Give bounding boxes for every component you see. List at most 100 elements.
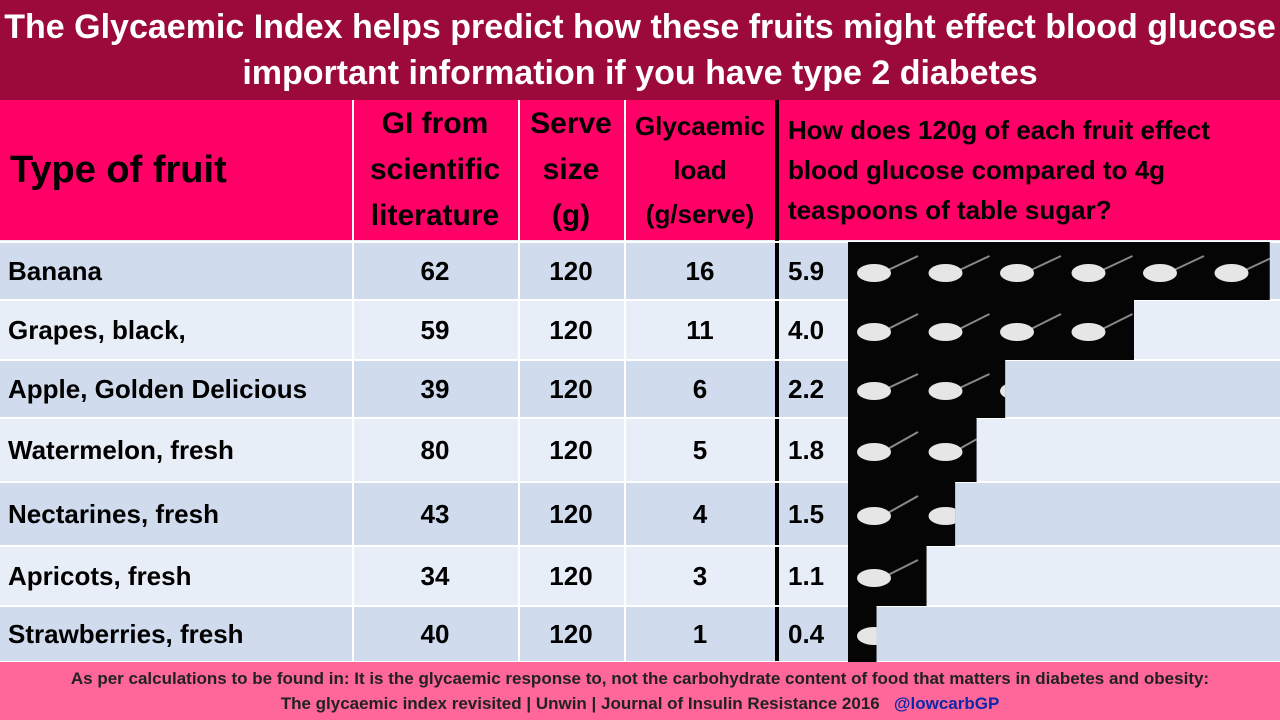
cell-value: 11	[686, 314, 714, 345]
sugar	[928, 382, 963, 400]
sugar	[1214, 264, 1249, 282]
sugar	[928, 323, 963, 341]
row-bg	[0, 418, 1280, 482]
cell-value: 120	[549, 434, 593, 465]
sugar	[857, 569, 891, 587]
spoon-handle	[1028, 313, 1062, 331]
cell-value: 39	[420, 373, 450, 404]
fruit-name: Strawberries, fresh	[8, 618, 244, 649]
row-bg	[0, 360, 1280, 418]
cell-value: 2.2	[788, 373, 825, 404]
fruit-name: Apple, Golden Delicious	[8, 373, 308, 404]
sugar	[928, 507, 956, 525]
spoon-handle	[1029, 374, 1061, 389]
cell-value: 120	[549, 498, 593, 529]
spoon-handle	[885, 255, 919, 272]
cell-value: 120	[549, 373, 593, 404]
handle: @lowcarbGP	[893, 694, 1000, 713]
teaspoon-bar	[848, 418, 977, 482]
cell-value: 3	[692, 560, 708, 591]
fruit-name: Nectarines, fresh	[8, 498, 219, 529]
spoon-handle	[1243, 257, 1270, 272]
cell-value: 6	[692, 373, 708, 404]
cell-value: 120	[549, 618, 593, 649]
row-bg	[0, 482, 1280, 546]
row-divider	[0, 299, 1280, 301]
spoon-handle	[1100, 313, 1133, 331]
teaspoon-bar	[848, 482, 990, 546]
spoon-handle	[885, 495, 919, 515]
spoon-handle	[886, 620, 918, 634]
spoon-handle	[885, 373, 919, 390]
cell-value: 62	[420, 255, 450, 286]
teaspoon-bar	[848, 546, 990, 606]
footer-line: As per calculations to be found in: It i…	[70, 669, 1210, 688]
footer-line: The glycaemic index revisited | Unwin | …	[0, 691, 1280, 716]
sugar	[928, 443, 963, 461]
cell-value: 80	[420, 434, 450, 465]
sugar	[1000, 264, 1034, 282]
sugar	[1000, 323, 1034, 341]
row-divider	[0, 605, 1280, 607]
row-divider	[0, 417, 1280, 419]
sugar	[929, 569, 963, 587]
spoon-handle	[1171, 255, 1205, 272]
row-divider	[0, 241, 1280, 243]
cell-value: 34	[420, 560, 450, 591]
title-line: The Glycaemic Index helps predict how th…	[4, 8, 1276, 46]
teaspoon-bar	[848, 242, 1270, 300]
footer: As per calculations to be found in: It i…	[0, 662, 1280, 720]
cell-value: 1	[692, 618, 708, 649]
spoon-handle	[957, 438, 977, 451]
teaspoon-bar	[848, 360, 1061, 418]
cell-value: 1.8	[788, 434, 825, 465]
cell-value: 0.4	[788, 618, 825, 649]
column-divider	[352, 100, 354, 662]
cell-value: 120	[549, 560, 593, 591]
spoon-handle	[1100, 255, 1133, 272]
cell-value: 1.1	[788, 560, 825, 591]
sugar	[857, 382, 891, 400]
cell-value: 59	[420, 314, 450, 345]
row-bg	[0, 606, 1280, 662]
column-header: Serve size (g)	[518, 100, 624, 240]
fruit-name: Watermelon, fresh	[8, 434, 234, 465]
row-divider	[0, 359, 1280, 361]
teaspoon-bar	[848, 606, 918, 662]
spoon-handle	[957, 373, 990, 390]
fruit-name: Banana	[8, 255, 102, 286]
sugar	[857, 264, 891, 282]
column-header: GI from scientific literature	[352, 100, 518, 240]
cell-value: 1.5	[788, 498, 825, 529]
spoon-handle	[958, 496, 990, 514]
row-divider	[0, 545, 1280, 547]
spoon-handle	[958, 560, 990, 576]
spoon-handle	[957, 313, 990, 331]
column-header: Type of fruit	[0, 100, 352, 240]
title-bar: The Glycaemic Index helps predict how th…	[0, 0, 1280, 100]
cell-value: 5	[692, 434, 708, 465]
spoon-handle	[885, 431, 919, 451]
row-bg	[0, 546, 1280, 606]
title-line: important information if you have type 2…	[242, 54, 1038, 92]
teaspoon-bar	[848, 242, 1270, 300]
cell-value: 5.9	[788, 255, 825, 286]
column-divider	[624, 100, 626, 662]
citation: The glycaemic index revisited | Unwin | …	[280, 694, 880, 713]
cell-value: 120	[549, 314, 593, 345]
cell-value: 40	[420, 618, 450, 649]
cell-value: 16	[685, 255, 715, 286]
sugar	[1071, 323, 1106, 341]
cell-value: 43	[420, 498, 450, 529]
section-divider	[775, 100, 779, 662]
spoon-handle	[885, 559, 919, 577]
sugar	[1000, 384, 1006, 398]
sugar	[1071, 264, 1106, 282]
cell-value: 4	[692, 498, 708, 529]
sugar	[857, 443, 891, 461]
spoon-handle	[1028, 255, 1062, 272]
sugar	[1143, 264, 1177, 282]
column-header: How does 120g of each fruit effect blood…	[776, 100, 1280, 240]
